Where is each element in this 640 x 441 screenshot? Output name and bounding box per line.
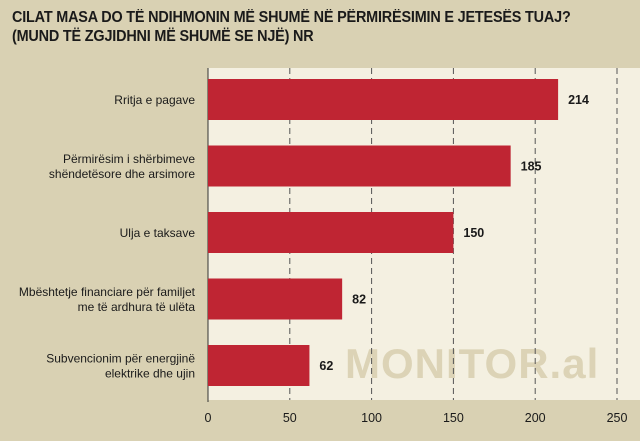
x-tick-label-100: 100 bbox=[361, 411, 382, 425]
category-label-2-0: Ulja e taksave bbox=[120, 226, 196, 240]
watermark: MONITOR.al bbox=[345, 340, 600, 387]
value-label-1: 185 bbox=[521, 160, 542, 174]
bar-4 bbox=[208, 345, 310, 386]
chart-title-line-1: CILAT MASA DO TË NDIHMONIN MË SHUMË NË P… bbox=[12, 9, 571, 26]
category-label-4-1: elektrike dhe ujin bbox=[105, 367, 195, 381]
value-label-4: 62 bbox=[319, 359, 333, 373]
value-label-3: 82 bbox=[352, 293, 366, 307]
bar-2 bbox=[208, 212, 454, 253]
category-label-3-1: me të ardhura të ulëta bbox=[78, 300, 196, 314]
category-label-4-0: Subvencionim për energjinë bbox=[46, 352, 195, 366]
bar-0 bbox=[208, 79, 559, 120]
category-label-1-0: Përmirësim i shërbimeve bbox=[63, 152, 195, 166]
value-label-0: 214 bbox=[568, 93, 589, 107]
category-label-3-0: Mbështetje financiare për familjet bbox=[19, 285, 196, 299]
x-tick-label-50: 50 bbox=[283, 411, 297, 425]
bar-1 bbox=[208, 145, 511, 187]
x-tick-label-200: 200 bbox=[525, 411, 546, 425]
chart-title-line-2: (MUND TË ZGJIDHNI MË SHUMË SE NJË) NR bbox=[12, 28, 314, 45]
x-tick-label-0: 0 bbox=[205, 411, 212, 425]
value-label-2: 150 bbox=[463, 226, 484, 240]
category-label-0-0: Rritja e pagave bbox=[114, 93, 195, 107]
chart-title: CILAT MASA DO TË NDIHMONIN MË SHUMË NË P… bbox=[12, 8, 589, 46]
category-label-1-1: shëndetësore dhe arsimore bbox=[49, 167, 195, 181]
bar-3 bbox=[208, 278, 343, 320]
x-tick-label-250: 250 bbox=[607, 411, 628, 425]
x-tick-label-150: 150 bbox=[443, 411, 464, 425]
